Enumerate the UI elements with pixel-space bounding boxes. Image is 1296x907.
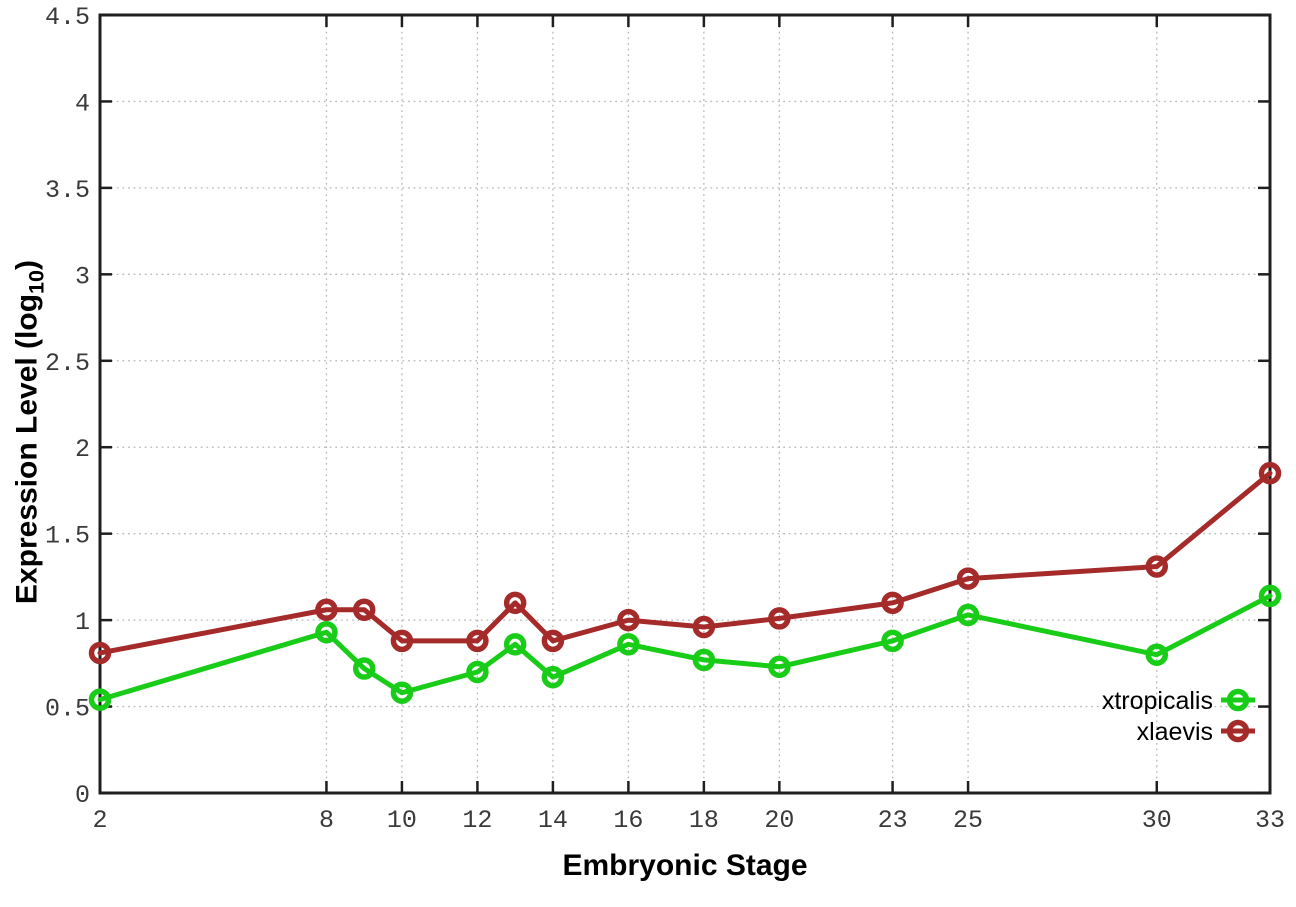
series-xtropicalis — [88, 584, 1282, 711]
data-point-xtropicalis — [466, 660, 489, 684]
series-xlaevis — [88, 461, 1282, 665]
data-point-xlaevis — [88, 641, 112, 665]
data-point-xtropicalis — [617, 633, 640, 656]
data-point-xlaevis — [541, 629, 565, 653]
data-point-xtropicalis — [390, 681, 414, 704]
x-tick-label: 30 — [1142, 806, 1172, 835]
data-point-xlaevis — [768, 607, 791, 630]
y-axis-title: Expression Level (log10) — [11, 260, 50, 604]
data-point-xtropicalis — [352, 657, 376, 680]
y-axis-title-close: ) — [10, 259, 44, 270]
x-tick-label: 2 — [92, 806, 107, 835]
legend-marker-xtropicalis — [1226, 688, 1250, 712]
data-point-xlaevis — [315, 598, 338, 621]
data-point-xlaevis — [692, 615, 716, 639]
data-point-xtropicalis — [1145, 643, 1169, 666]
data-point-xtropicalis — [88, 688, 112, 711]
y-tick-label: 1 — [75, 608, 90, 637]
y-tick-label: 2.5 — [45, 349, 90, 378]
y-tick-label: 4.5 — [45, 3, 90, 32]
x-tick-label: 10 — [387, 806, 417, 835]
legend-marker-xlaevis — [1226, 719, 1250, 743]
x-tick-label: 12 — [462, 806, 492, 835]
y-tick-label: 2 — [75, 435, 90, 464]
y-axis-title-text: Expression Level (log — [10, 293, 44, 605]
gridlines — [99, 14, 1271, 794]
data-point-xtropicalis — [881, 629, 904, 653]
x-tick-label: 20 — [764, 806, 794, 835]
data-point-xtropicalis — [541, 665, 565, 689]
x-tick-label: 16 — [613, 806, 643, 835]
y-axis-title-subscript: 10 — [23, 269, 49, 294]
data-point-xtropicalis — [503, 633, 527, 656]
data-point-xlaevis — [352, 598, 376, 621]
x-tick-label: 25 — [953, 806, 983, 835]
x-axis-title: Embryonic Stage — [562, 849, 808, 882]
data-point-xtropicalis — [692, 648, 716, 672]
y-tick-label: 1.5 — [45, 522, 90, 551]
legend-label-xlaevis: xlaevis — [1137, 718, 1213, 746]
data-point-xlaevis — [881, 591, 904, 615]
legend: xtropicalis xlaevis — [1102, 687, 1255, 746]
data-point-xlaevis — [390, 629, 414, 653]
data-point-xtropicalis — [956, 603, 980, 627]
x-tick-label: 18 — [689, 806, 719, 835]
x-tick-label: 8 — [319, 806, 334, 835]
x-tick-label: 23 — [878, 806, 908, 835]
data-point-xlaevis — [1258, 461, 1282, 485]
x-tick-label: 33 — [1255, 806, 1285, 835]
data-point-xlaevis — [1145, 555, 1169, 578]
tick-labels: 2 8 10 12 14 16 18 20 23 25 30 33 0 0.5 1 1.5 2 2.5 3 3.5 4 4… — [45, 3, 1285, 835]
data-point-xlaevis — [956, 567, 980, 590]
data-point-xlaevis — [466, 629, 489, 653]
y-tick-label: 3.5 — [45, 176, 90, 205]
tick-marks — [98, 13, 1272, 795]
y-tick-label: 4 — [75, 89, 90, 118]
data-point-xtropicalis — [315, 620, 338, 644]
y-tick-label: 0.5 — [45, 695, 90, 724]
data-point-xtropicalis — [1258, 584, 1282, 608]
data-point-xlaevis — [503, 591, 527, 615]
series-line-xlaevis — [97, 470, 1273, 656]
data-point-xlaevis — [617, 608, 640, 632]
data-point-xtropicalis — [768, 655, 791, 679]
plot-border — [98, 13, 1272, 795]
y-tick-label: 3 — [75, 262, 90, 291]
x-tick-label: 14 — [538, 806, 568, 835]
y-tick-label: 0 — [75, 781, 90, 810]
series-line-xtropicalis — [97, 593, 1273, 703]
legend-label-xtropicalis: xtropicalis — [1102, 687, 1213, 715]
